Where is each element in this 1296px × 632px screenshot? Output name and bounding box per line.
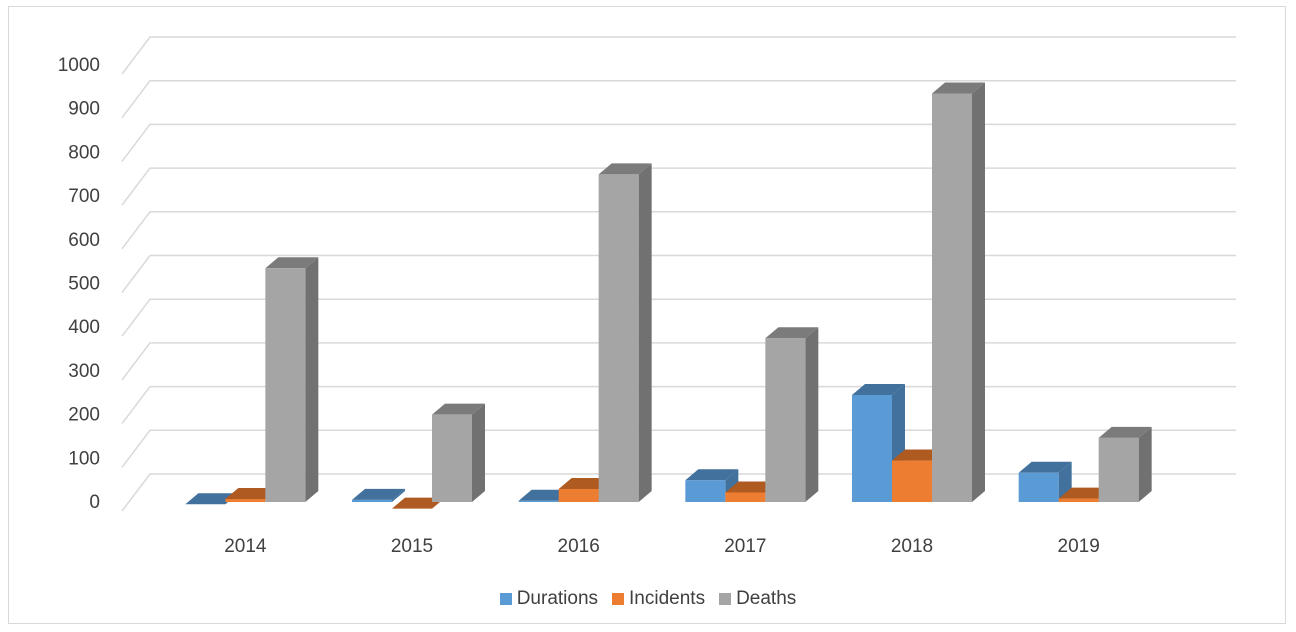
gridline (121, 167, 1236, 206)
gridline (121, 79, 1236, 119)
y-tick-label: 600 (68, 230, 100, 251)
y-tick-label: 800 (68, 142, 100, 163)
y-axis-ticks: 0 100 200 300 400 500 600 700 800 900 1000 (58, 55, 100, 513)
x-axis-ticks: 2014 2015 2016 2017 2018 2019 (224, 536, 1100, 557)
y-tick-label: 0 (89, 492, 100, 513)
bar-front (852, 395, 892, 502)
y-tick-label: 200 (68, 405, 100, 426)
bar-top (225, 488, 279, 500)
bar-top (392, 497, 445, 509)
gridline (121, 342, 1236, 381)
bar-top (725, 481, 779, 493)
gridline (121, 254, 1236, 293)
bar-front (932, 93, 972, 502)
x-tick-label: 2019 (1058, 536, 1100, 557)
gridline (121, 123, 1236, 162)
legend: Durations Incidents Deaths (0, 586, 1296, 612)
bar-top (765, 327, 819, 339)
bar-top (432, 403, 485, 415)
y-tick-label: 400 (68, 317, 100, 338)
bar-front (598, 174, 639, 502)
legend-swatch (499, 593, 512, 605)
bar-top (1018, 461, 1072, 473)
y-tick-label: 500 (68, 274, 100, 295)
gridline (121, 211, 1236, 250)
bar-front (685, 480, 726, 502)
bar-durations-2015 (352, 488, 405, 502)
gridline (121, 298, 1236, 337)
x-tick-label: 2014 (224, 536, 267, 557)
bar-front (1098, 437, 1139, 502)
bar-front (352, 499, 392, 502)
legend-item: Incidents (612, 588, 705, 610)
bar-top (558, 477, 612, 489)
y-tick-label: 100 (68, 448, 100, 469)
bar-top (892, 449, 945, 461)
bar-layer (185, 82, 1152, 509)
bar-top (1098, 426, 1152, 438)
bar-front (892, 460, 932, 502)
x-tick-label: 2016 (558, 536, 600, 557)
bar-deaths-2016 (598, 163, 652, 502)
bar-deaths-2017 (765, 327, 819, 502)
bar-front (765, 338, 806, 502)
legend-swatch (719, 593, 732, 605)
legend-item: Durations (499, 588, 599, 610)
legend-swatch (612, 593, 625, 605)
gridline (121, 36, 1236, 75)
bar-front (558, 488, 599, 502)
bar-top (932, 82, 985, 94)
legend-label: Incidents (629, 588, 706, 609)
legend-label: Deaths (736, 588, 797, 609)
x-tick-label: 2015 (391, 536, 433, 557)
y-tick-label: 300 (68, 361, 100, 382)
bar-front (725, 492, 766, 502)
bar-top (352, 488, 405, 500)
y-tick-label: 1000 (58, 55, 100, 76)
bar-top (265, 257, 319, 269)
bar-deaths-2014 (265, 257, 319, 502)
bar-top (1058, 487, 1112, 499)
y-tick-label: 900 (68, 99, 100, 120)
bar-deaths-2018 (932, 82, 985, 502)
bar-front (518, 500, 559, 502)
bar-front (1018, 472, 1059, 502)
bar-front (265, 268, 306, 502)
bar-front (225, 499, 266, 502)
bar-deaths-2015 (432, 403, 485, 502)
bar-top (852, 384, 905, 396)
bar-side (805, 327, 819, 502)
bar-top (185, 493, 239, 505)
bar-side (1138, 426, 1152, 502)
bar-deaths-2019 (1098, 426, 1152, 502)
x-tick-label: 2018 (891, 536, 933, 557)
bar-side (472, 403, 485, 502)
bar-front (1058, 498, 1099, 502)
bar-side (305, 257, 319, 502)
bar-side (972, 82, 985, 502)
bar-front (432, 414, 472, 502)
bar-side (638, 163, 652, 502)
legend-item: Deaths (719, 588, 796, 610)
bar-side (392, 488, 405, 502)
bar-top (598, 163, 652, 175)
x-tick-label: 2017 (724, 536, 766, 557)
bar-top (518, 489, 572, 501)
legend-label: Durations (516, 588, 599, 609)
y-tick-label: 700 (68, 186, 100, 207)
bar-top (685, 469, 739, 481)
